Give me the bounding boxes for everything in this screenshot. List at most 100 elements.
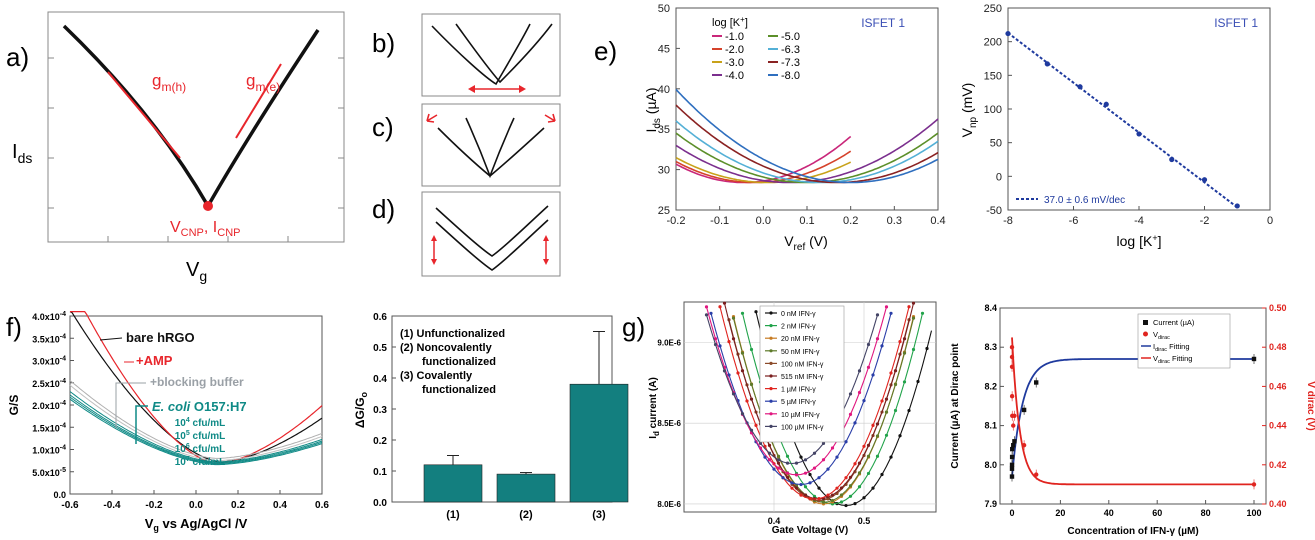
e-left-xtick-label: 0.0 [756,215,771,227]
g-left-point [704,313,709,317]
f-left-xtick-label: 0.4 [273,500,287,511]
e-right-ytick-label: 200 [984,37,1002,49]
g-left-point [749,428,754,432]
panel-b [421,13,561,97]
g-left-legend-label: 515 nM IFN-γ [781,374,824,381]
e-left-xtick-label: -0.1 [710,215,729,227]
e-left-xtick-label: 0.2 [843,215,858,227]
g-right-ytick-label: 8.4 [984,303,997,313]
g-left-point [907,305,911,309]
panel-f-right-ylabel: ΔG/Go [353,391,369,428]
e-left-xtick-label: 0.1 [799,215,814,227]
f-right-ytick-label: 0.2 [373,436,387,447]
g-right-current-point [1251,356,1257,362]
e-right-point [1234,203,1240,209]
g-left-point [830,493,835,497]
g-left-point [826,467,830,471]
panel-d-curve-2 [435,219,549,271]
panel-a-ylabel: Ids [12,141,32,166]
g-right-ytick-label: 7.9 [984,499,997,509]
g-left-curve [719,306,910,500]
panel-a-xlabel: Vg [186,259,207,284]
g-left-point [803,458,808,462]
panel-label-a: a) [6,42,29,72]
g-left-point [866,443,871,447]
g-left-point [713,342,718,347]
panel-f-left-ticks: -0.6 -0.4 -0.2 0.0 0.2 0.4 0.6 0.0 5.0x10-5 1.0x1… [32,311,329,511]
g-left-point [713,337,718,341]
g-left-point [718,344,722,348]
g-left-legend-marker [769,336,773,340]
g-left-point [736,371,740,375]
panel-e-right-legend-text: 37.0 ± 0.6 mV/dec [1044,195,1125,206]
panel-g-right-frame [999,307,1267,505]
g-right-ytick-label: 8.1 [984,421,997,431]
e-left-legend-label: -7.3 [781,57,800,69]
g-left-point [857,461,862,465]
e-right-xtick-label: 0 [1267,215,1273,227]
f-right-category-label: (3) [592,509,606,521]
f-left-ytick-label: 0.0 [53,490,66,500]
f-left-ytick-label: 3.5x10-4 [32,333,66,344]
panel-g-right-y2label: V dirac (V) [1305,381,1315,430]
g-left-ytick-label: 9.0E-6 [657,338,681,347]
e-left-xtick-label: 0.3 [887,215,902,227]
g-left-point [821,458,826,462]
panel-f-left-curves [69,311,323,466]
panel-f-left-label-ecoli-leader [135,405,148,444]
g-left-point [830,446,835,450]
g-right-ytick-label: 8.3 [984,342,997,352]
panel-e-left-ticks: -0.2 -0.1 0.0 0.1 0.2 0.3 0.4 25 30 35 40 45 50 [658,3,946,227]
g-left-legend-label: 5 µM IFN-γ [781,399,816,406]
panel-e-right-chart: -8 -6 -4 -2 0 -50 0 50 100 150 200 250 ISFET 1 37.0… [959,3,1273,249]
f-left-curve-block [69,380,323,459]
g-left-point [893,408,898,413]
panel-f-left-chart: -0.6 -0.4 -0.2 0.0 0.2 0.4 0.6 0.0 5.0x10-5 1.0x1… [7,311,329,533]
g-right-vdirac-point [1009,345,1015,350]
panel-a-cnp-label: VCNP, ICNP [170,219,240,239]
g-left-point [803,493,808,497]
e-right-xtick-label: -4 [1134,215,1144,227]
panel-f-left-label-block-leader [115,382,146,428]
panel-f-right-ticks: 0.0 0.1 0.2 0.3 0.4 0.5 0.6 [373,312,396,509]
panel-a-curve [62,24,320,210]
g-left-xtick-label: 0.4 [768,516,781,526]
e-left-ytick-label: 40 [658,84,670,96]
g-left-ytick-label: 8.0E-6 [657,500,681,509]
panel-d-arrow-right-heads [543,235,549,265]
g-right-y2tick-label: 0.46 [1269,381,1287,391]
g-left-point [839,493,844,497]
g-left-point [902,351,907,355]
e-right-xtick-label: -8 [1003,215,1013,227]
f-right-ytick-label: 0.6 [373,312,387,323]
e-left-curve [675,88,939,184]
panel-e-left-ylabel: Ids (µA) [643,87,663,132]
g-left-point [889,371,893,375]
e-left-legend-label: -1.0 [725,31,744,43]
g-left-point [808,481,812,485]
g-right-y2tick-label: 0.44 [1269,421,1287,431]
g-left-point [857,485,862,489]
panel-f-left-ylabel: G/S [7,395,21,416]
g-right-current-point [1009,462,1015,467]
g-left-legend-marker [769,387,773,391]
g-right-vdirac-point [1009,354,1015,360]
g-left-point [767,458,772,462]
panel-c-frame [421,103,561,187]
g-left-point [893,369,898,373]
g-left-point [767,443,772,447]
e-right-ytick-label: 50 [990,138,1002,150]
g-right-current-point [1011,443,1016,448]
e-left-legend-label: -5.0 [781,31,800,43]
e-right-point [1044,61,1050,67]
f-left-xtick-label: -0.6 [61,500,79,511]
g-right-xtick-label: 100 [1246,508,1261,518]
g-left-point [817,486,821,490]
g-left-legend-marker [769,349,773,353]
g-left-point [862,444,866,448]
g-right-vdirac-point [1034,472,1039,477]
g-left-point [848,484,853,488]
g-left-point [839,500,844,504]
panel-c-curve-2 [465,117,515,179]
